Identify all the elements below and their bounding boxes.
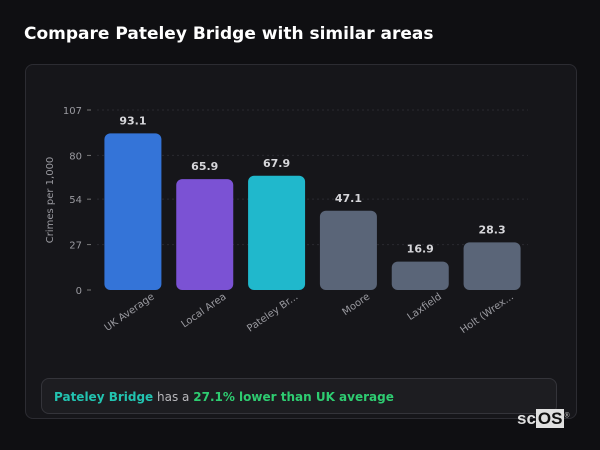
y-tick-label: 80 [69, 151, 82, 162]
summary-difference: 27.1% lower than UK average [193, 390, 394, 404]
bar-moore [319, 210, 377, 290]
y-tick-label: 27 [69, 241, 82, 252]
bar-holt-wrex- [463, 242, 521, 290]
x-tick-label: UK Average [103, 291, 157, 333]
comparison-summary: Pateley Bridge has a 27.1% lower than UK… [41, 378, 557, 414]
x-tick-label: Local Area [179, 291, 228, 330]
x-tick-label: Laxfield [406, 291, 444, 322]
y-tick-label: 107 [63, 106, 82, 117]
bar-pateley-br- [248, 175, 306, 290]
data-label: 16.9 [407, 243, 434, 256]
bar-laxfield [391, 261, 449, 290]
x-tick-label: Moore [340, 291, 372, 318]
data-label: 67.9 [263, 157, 290, 170]
data-label: 28.3 [479, 223, 506, 236]
y-axis-label: Crimes per 1,000 [45, 157, 56, 244]
summary-place: Pateley Bridge [54, 390, 154, 404]
scos-logo: sc OS ® [517, 409, 570, 428]
y-tick-label: 0 [76, 286, 82, 297]
data-label: 93.1 [119, 114, 146, 127]
bar-local-area [176, 179, 234, 290]
y-tick-label: 54 [69, 195, 82, 206]
data-label: 65.9 [191, 160, 218, 173]
x-tick-label: Holt (Wrex... [459, 291, 516, 336]
x-tick-label: Pateley Br... [245, 291, 300, 334]
summary-middle: has a [157, 390, 190, 404]
bar-uk-average [104, 133, 162, 290]
page-title: Compare Pateley Bridge with similar area… [24, 24, 434, 44]
data-label: 47.1 [335, 192, 362, 205]
